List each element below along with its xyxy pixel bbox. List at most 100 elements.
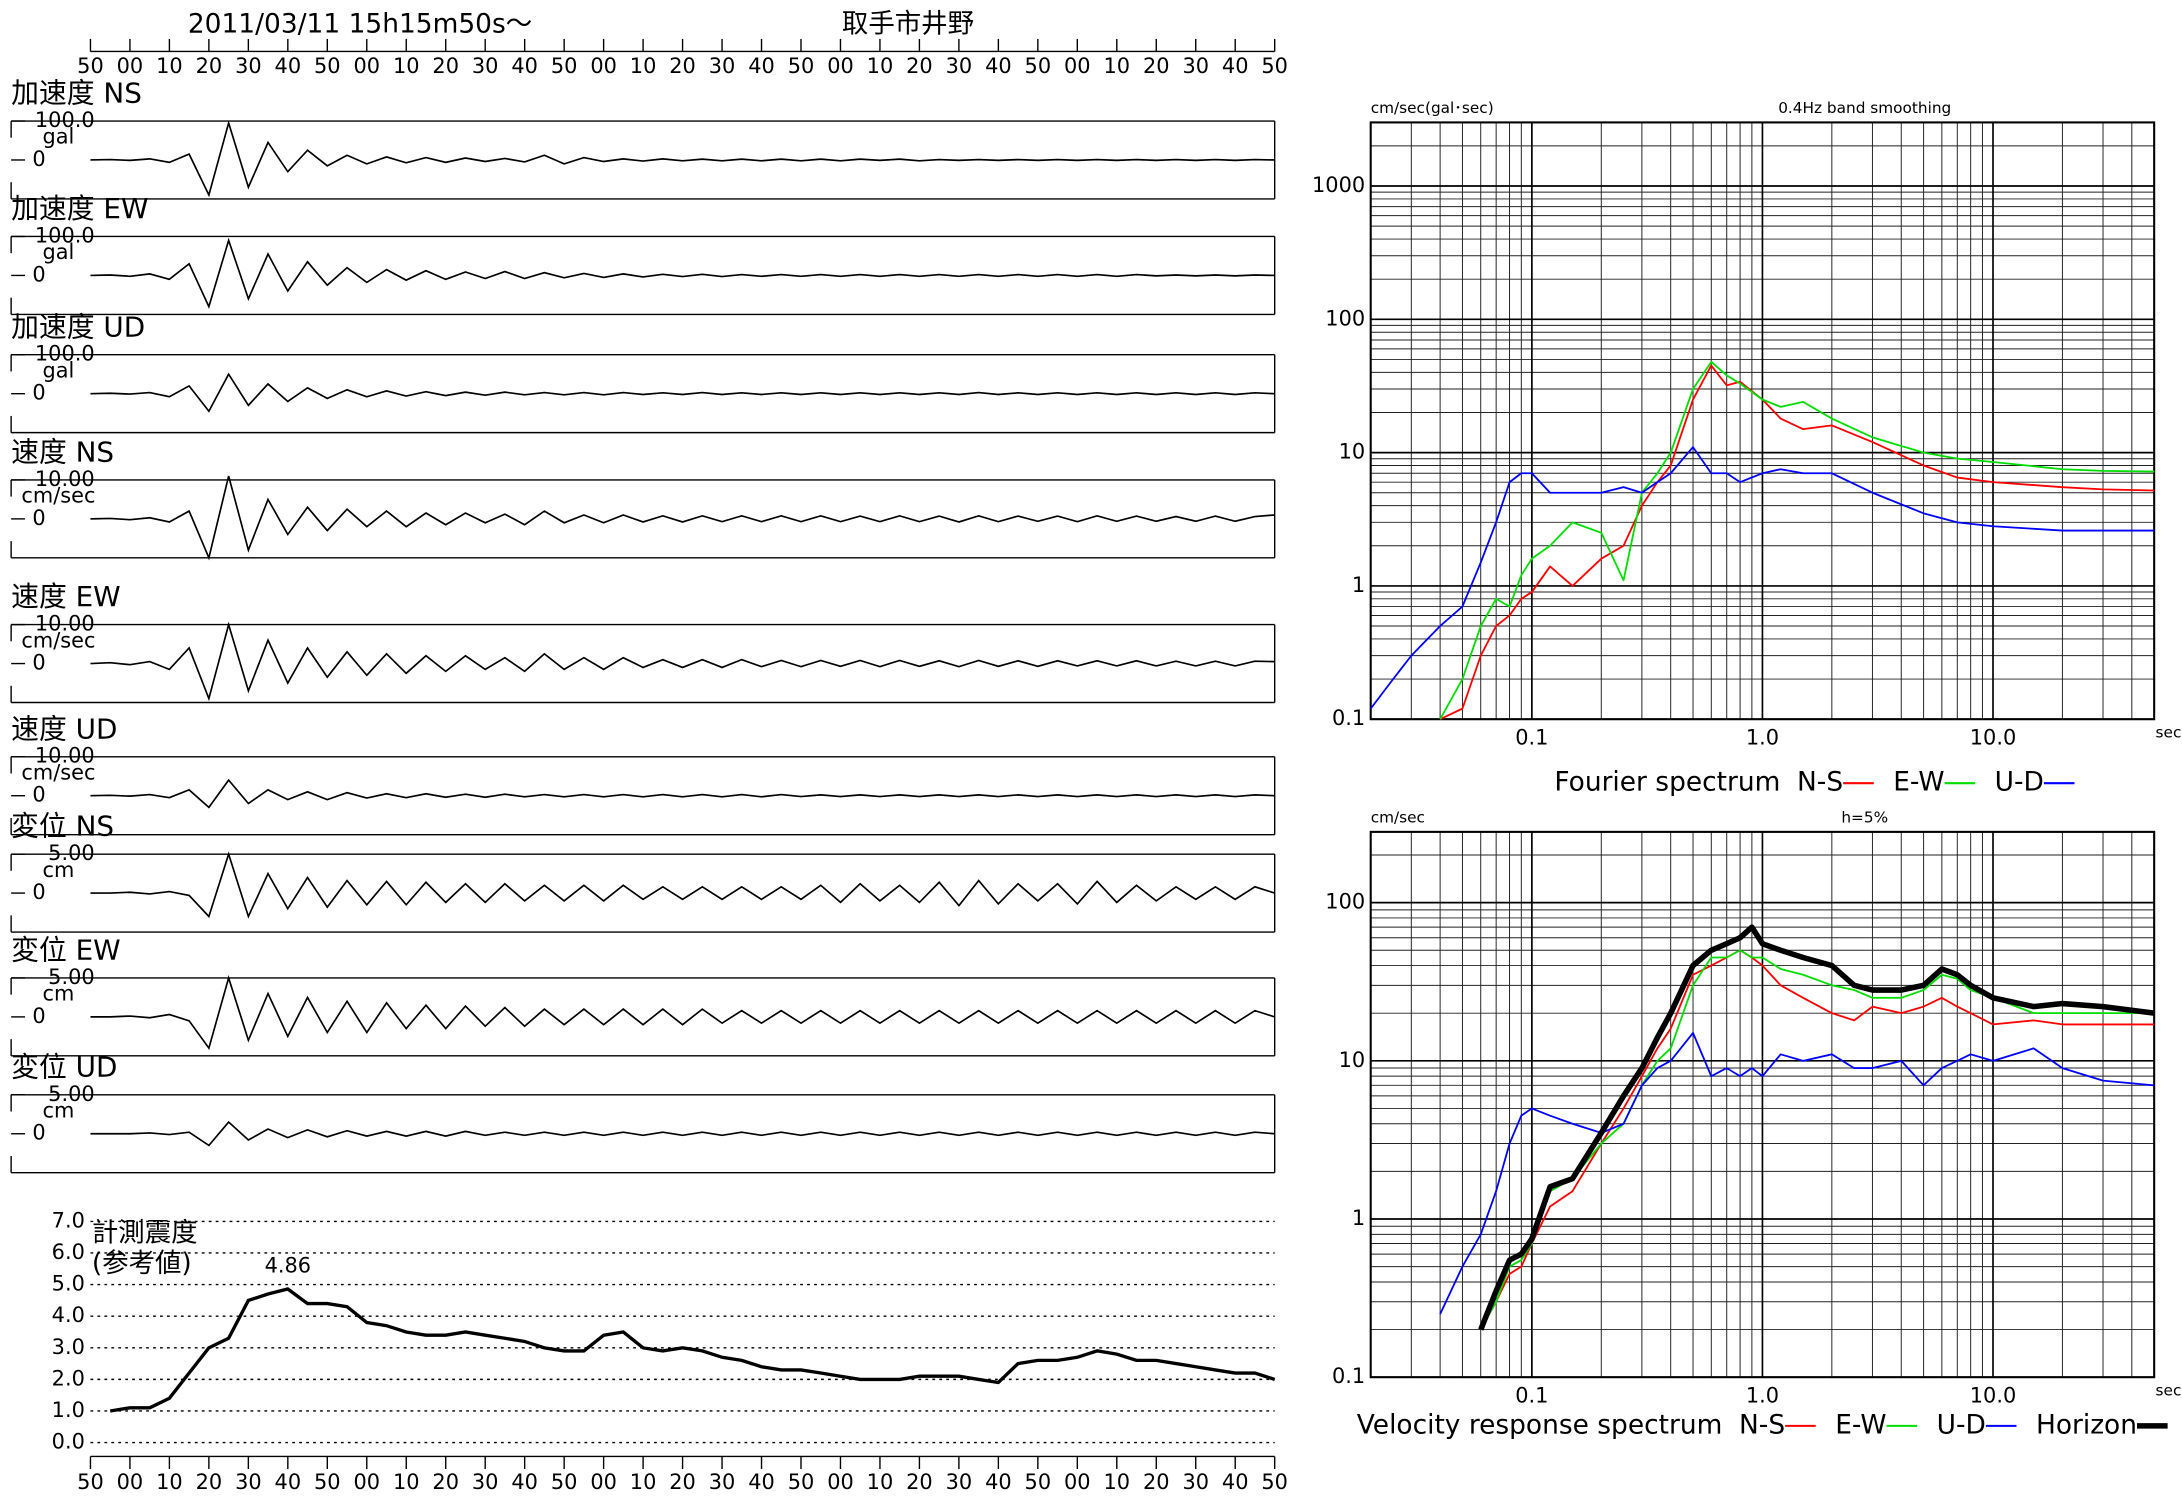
panel-label: 変位 EW [11, 934, 121, 967]
station-name: 取手市井野 [842, 9, 974, 40]
waveform [90, 975, 1275, 1050]
x-tick-label: 50 [788, 1470, 815, 1494]
spectrum-line [1478, 924, 2155, 1331]
x-tick-label: 20 [432, 54, 459, 78]
x-tick-label: 50 [551, 54, 578, 78]
x-tick-label: 40 [1222, 54, 1249, 78]
spectrum-line [1439, 364, 2155, 721]
y-tick-label: 0 [32, 880, 45, 904]
legend-label: N-S [1797, 767, 1843, 798]
y-tick-label: 10 [1339, 440, 1366, 464]
unit-label: gal [43, 125, 75, 149]
waveform [90, 237, 1275, 309]
legend-label: E-W [1835, 1409, 1886, 1440]
y-tick-label: 1000 [1312, 173, 1365, 197]
y-tick-label: 10.00 [35, 612, 95, 636]
unit-label: gal [43, 358, 75, 382]
panel-label: 速度 NS [11, 436, 114, 469]
x-axis-label: sec [2156, 724, 2182, 742]
peak-label: 4.86 [265, 1254, 311, 1278]
x-tick-label: 40 [275, 54, 302, 78]
chart-subtitle: (参考値) [92, 1248, 192, 1279]
chart-title: Fourier spectrum [1554, 767, 1780, 798]
y-tick-label: 0 [32, 783, 45, 807]
x-tick-label: 30 [946, 54, 973, 78]
chart-title: 計測震度 [92, 1217, 198, 1248]
unit-label: cm/sec [21, 760, 95, 784]
legend-label: N-S [1739, 1409, 1785, 1440]
x-tick-label: 10 [867, 1470, 894, 1494]
y-tick-label: 3.0 [52, 1335, 85, 1359]
x-tick-label: 30 [235, 1470, 262, 1494]
x-tick-label: 10.0 [1970, 1384, 2016, 1408]
x-tick-label: 1.0 [1746, 726, 1779, 750]
x-tick-label: 0.1 [1515, 1384, 1548, 1408]
unit-label: gal [43, 240, 75, 264]
y-tick-label: 0.1 [1332, 706, 1365, 730]
chart-title: Velocity response spectrum [1357, 1409, 1723, 1440]
legend-label: U-D [1937, 1409, 1986, 1440]
y-tick-label: 5.0 [52, 1272, 85, 1296]
y-tick-label: 0 [32, 651, 45, 675]
y-tick-label: 0.1 [1332, 1364, 1365, 1388]
x-tick-label: 50 [1025, 1470, 1052, 1494]
legend-label: E-W [1893, 767, 1944, 798]
spectrum-line [1439, 1031, 2155, 1315]
record-date: 2011/03/11 15h15m50s～ [188, 9, 532, 40]
x-tick-label: 00 [590, 1470, 617, 1494]
y-tick-label: 6.0 [52, 1240, 85, 1264]
y-tick-label: 7.0 [52, 1208, 85, 1232]
y-tick-label: 1 [1352, 1206, 1365, 1230]
x-tick-label: 10 [156, 54, 183, 78]
waveform [90, 1120, 1275, 1147]
x-tick-label: 40 [511, 1470, 538, 1494]
x-tick-label: 20 [432, 1470, 459, 1494]
x-tick-label: 10 [630, 54, 657, 78]
x-tick-label: 30 [1182, 1470, 1209, 1494]
y-tick-label: 10 [1339, 1048, 1366, 1072]
x-tick-label: 00 [827, 1470, 854, 1494]
y-tick-label: 5.00 [48, 965, 94, 989]
y-tick-label: 1.0 [52, 1398, 85, 1422]
chart-subtitle: h=5% [1841, 808, 1888, 826]
x-tick-label: 50 [77, 1470, 104, 1494]
panel-label: 速度 EW [11, 580, 121, 613]
y-tick-label: 100.0 [35, 223, 95, 247]
x-tick-label: 40 [748, 1470, 775, 1494]
chart-subtitle: 0.4Hz band smoothing [1778, 99, 1951, 117]
panel-label: 速度 UD [11, 712, 117, 745]
waveform [90, 119, 1275, 198]
y-tick-label: 5.00 [48, 1082, 94, 1106]
x-tick-label: 00 [117, 54, 144, 78]
y-tick-label: 100 [1325, 306, 1365, 330]
x-axis-label: sec [2156, 1382, 2182, 1400]
y-tick-label: 100.0 [35, 342, 95, 366]
spectrum-line [1369, 446, 2155, 710]
x-tick-label: 40 [985, 1470, 1012, 1494]
x-tick-label: 00 [827, 54, 854, 78]
y-tick-label: 0 [32, 262, 45, 286]
x-tick-label: 10 [630, 1470, 657, 1494]
waveform [90, 851, 1275, 919]
x-tick-label: 30 [946, 1470, 973, 1494]
x-tick-label: 00 [590, 54, 617, 78]
panel-label: 加速度 NS [11, 77, 142, 110]
y-tick-label: 100.0 [35, 108, 95, 132]
x-tick-label: 40 [275, 1470, 302, 1494]
x-tick-label: 30 [709, 1470, 736, 1494]
x-tick-label: 50 [77, 54, 104, 78]
legend-label: U-D [1995, 767, 2044, 798]
y-tick-label: 10.00 [35, 744, 95, 768]
x-tick-label: 30 [709, 54, 736, 78]
x-tick-label: 20 [906, 54, 933, 78]
x-tick-label: 20 [196, 54, 223, 78]
y-tick-label: 0 [32, 381, 45, 405]
panel-label: 加速度 EW [11, 192, 148, 225]
unit-label: cm/sec [21, 628, 95, 652]
y-tick-label: 0 [32, 1004, 45, 1028]
x-tick-label: 40 [748, 54, 775, 78]
x-tick-label: 40 [1222, 1470, 1249, 1494]
waveform [90, 778, 1275, 809]
y-tick-label: 0 [32, 147, 45, 171]
x-tick-label: 50 [1261, 1470, 1288, 1494]
